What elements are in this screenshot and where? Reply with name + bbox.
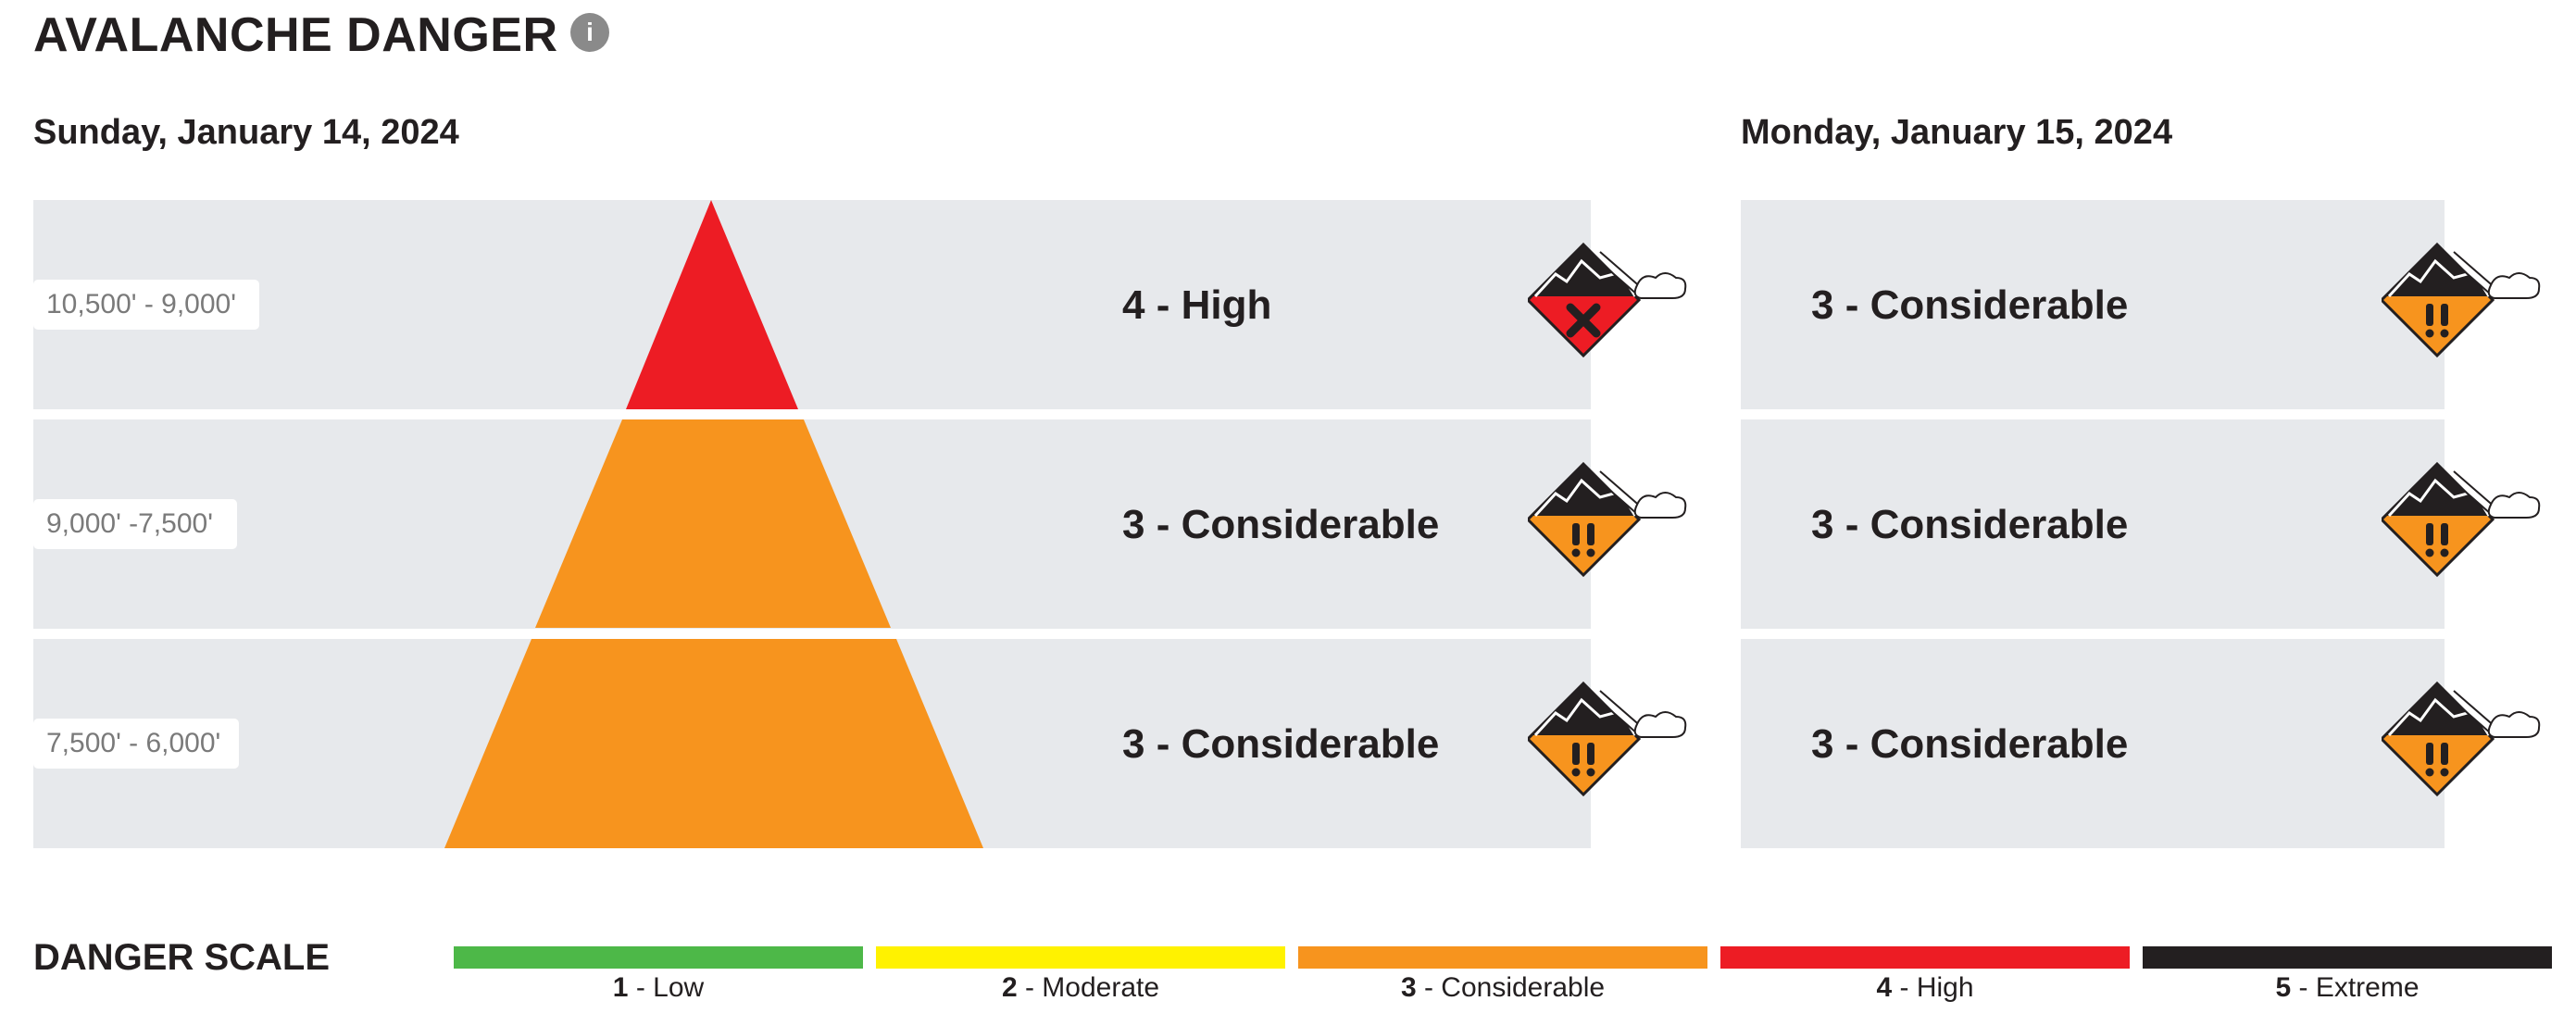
danger-scale-title: DANGER SCALE [33, 937, 331, 978]
scale-bar-high [1720, 946, 2130, 969]
elevation-label-upper: 10,500' - 9,000' [33, 280, 259, 330]
day2-rating-upper: 3 - Considerable [1811, 282, 2129, 328]
scale-label-low: 1 - Low [612, 972, 705, 1003]
scale-bar-extreme [2143, 946, 2552, 969]
day2-band-middle [1741, 419, 2445, 629]
scale-bar-moderate [876, 946, 1285, 969]
pyramid-upper [626, 200, 798, 409]
day1-rating-upper: 4 - High [1122, 282, 1272, 328]
info-icon[interactable]: i [570, 13, 609, 52]
day2-date: Monday, January 15, 2024 [1741, 113, 2173, 152]
high-danger-icon [1528, 242, 1687, 358]
considerable-danger-icon [2382, 681, 2541, 797]
day1-rating-lower: 3 - Considerable [1122, 721, 1440, 767]
scale-bar-considerable [1298, 946, 1707, 969]
scale-bar-low [454, 946, 863, 969]
elevation-label-lower: 7,500' - 6,000' [33, 719, 239, 769]
day2-band-lower [1741, 639, 2445, 848]
day1-date: Sunday, January 14, 2024 [33, 113, 459, 152]
considerable-danger-icon [2382, 242, 2541, 358]
day2-band-upper [1741, 200, 2445, 409]
scale-label-moderate: 2 - Moderate [1001, 972, 1160, 1003]
day1-rating-middle: 3 - Considerable [1122, 502, 1440, 547]
scale-label-considerable: 3 - Considerable [1400, 972, 1606, 1003]
day2-rating-lower: 3 - Considerable [1811, 721, 2129, 767]
considerable-danger-icon [2382, 461, 2541, 578]
day2-rating-middle: 3 - Considerable [1811, 502, 2129, 547]
scale-label-high: 4 - High [1876, 972, 1974, 1003]
considerable-danger-icon [1528, 681, 1687, 797]
scale-label-extreme: 5 - Extreme [2275, 972, 2420, 1003]
day1-band-upper [33, 200, 1591, 409]
considerable-danger-icon [1528, 461, 1687, 578]
pyramid-lower [444, 639, 983, 848]
page-title: AVALANCHE DANGER [33, 8, 558, 62]
elevation-label-middle: 9,000' -7,500' [33, 499, 237, 549]
pyramid-middle [535, 419, 891, 628]
